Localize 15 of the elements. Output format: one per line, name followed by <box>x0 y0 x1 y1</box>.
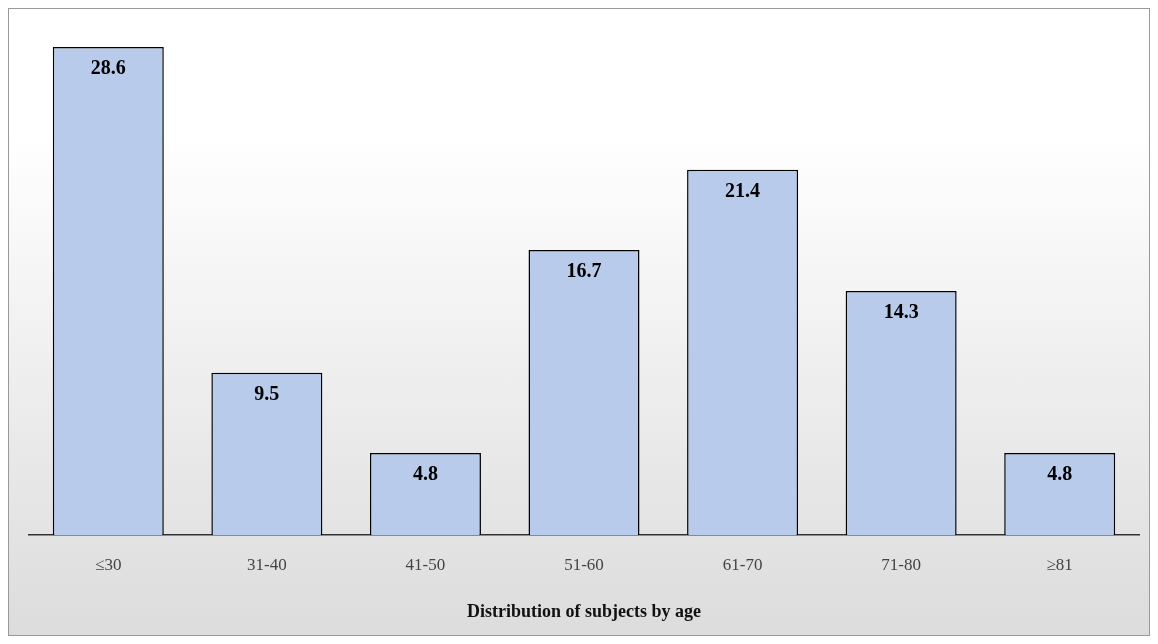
data-label: 21.4 <box>725 178 761 201</box>
x-tick-label: ≥81 <box>1046 554 1073 574</box>
data-label: 9.5 <box>254 382 280 405</box>
x-tick-label: ≤30 <box>95 554 122 574</box>
data-label: 4.8 <box>1047 462 1073 485</box>
data-label: 28.6 <box>90 56 126 79</box>
x-tick-label: 71-80 <box>881 554 921 574</box>
x-tick-label: 41-50 <box>405 554 446 574</box>
x-tick-label: 31-40 <box>247 554 287 574</box>
x-tick-label: 51-60 <box>564 554 604 574</box>
data-label: 16.7 <box>566 259 602 282</box>
x-tick-label: 61-70 <box>722 554 763 574</box>
data-label: 14.3 <box>883 300 919 323</box>
data-label: 4.8 <box>412 462 438 485</box>
x-axis-title: Distribution of subjects by age <box>466 600 702 621</box>
